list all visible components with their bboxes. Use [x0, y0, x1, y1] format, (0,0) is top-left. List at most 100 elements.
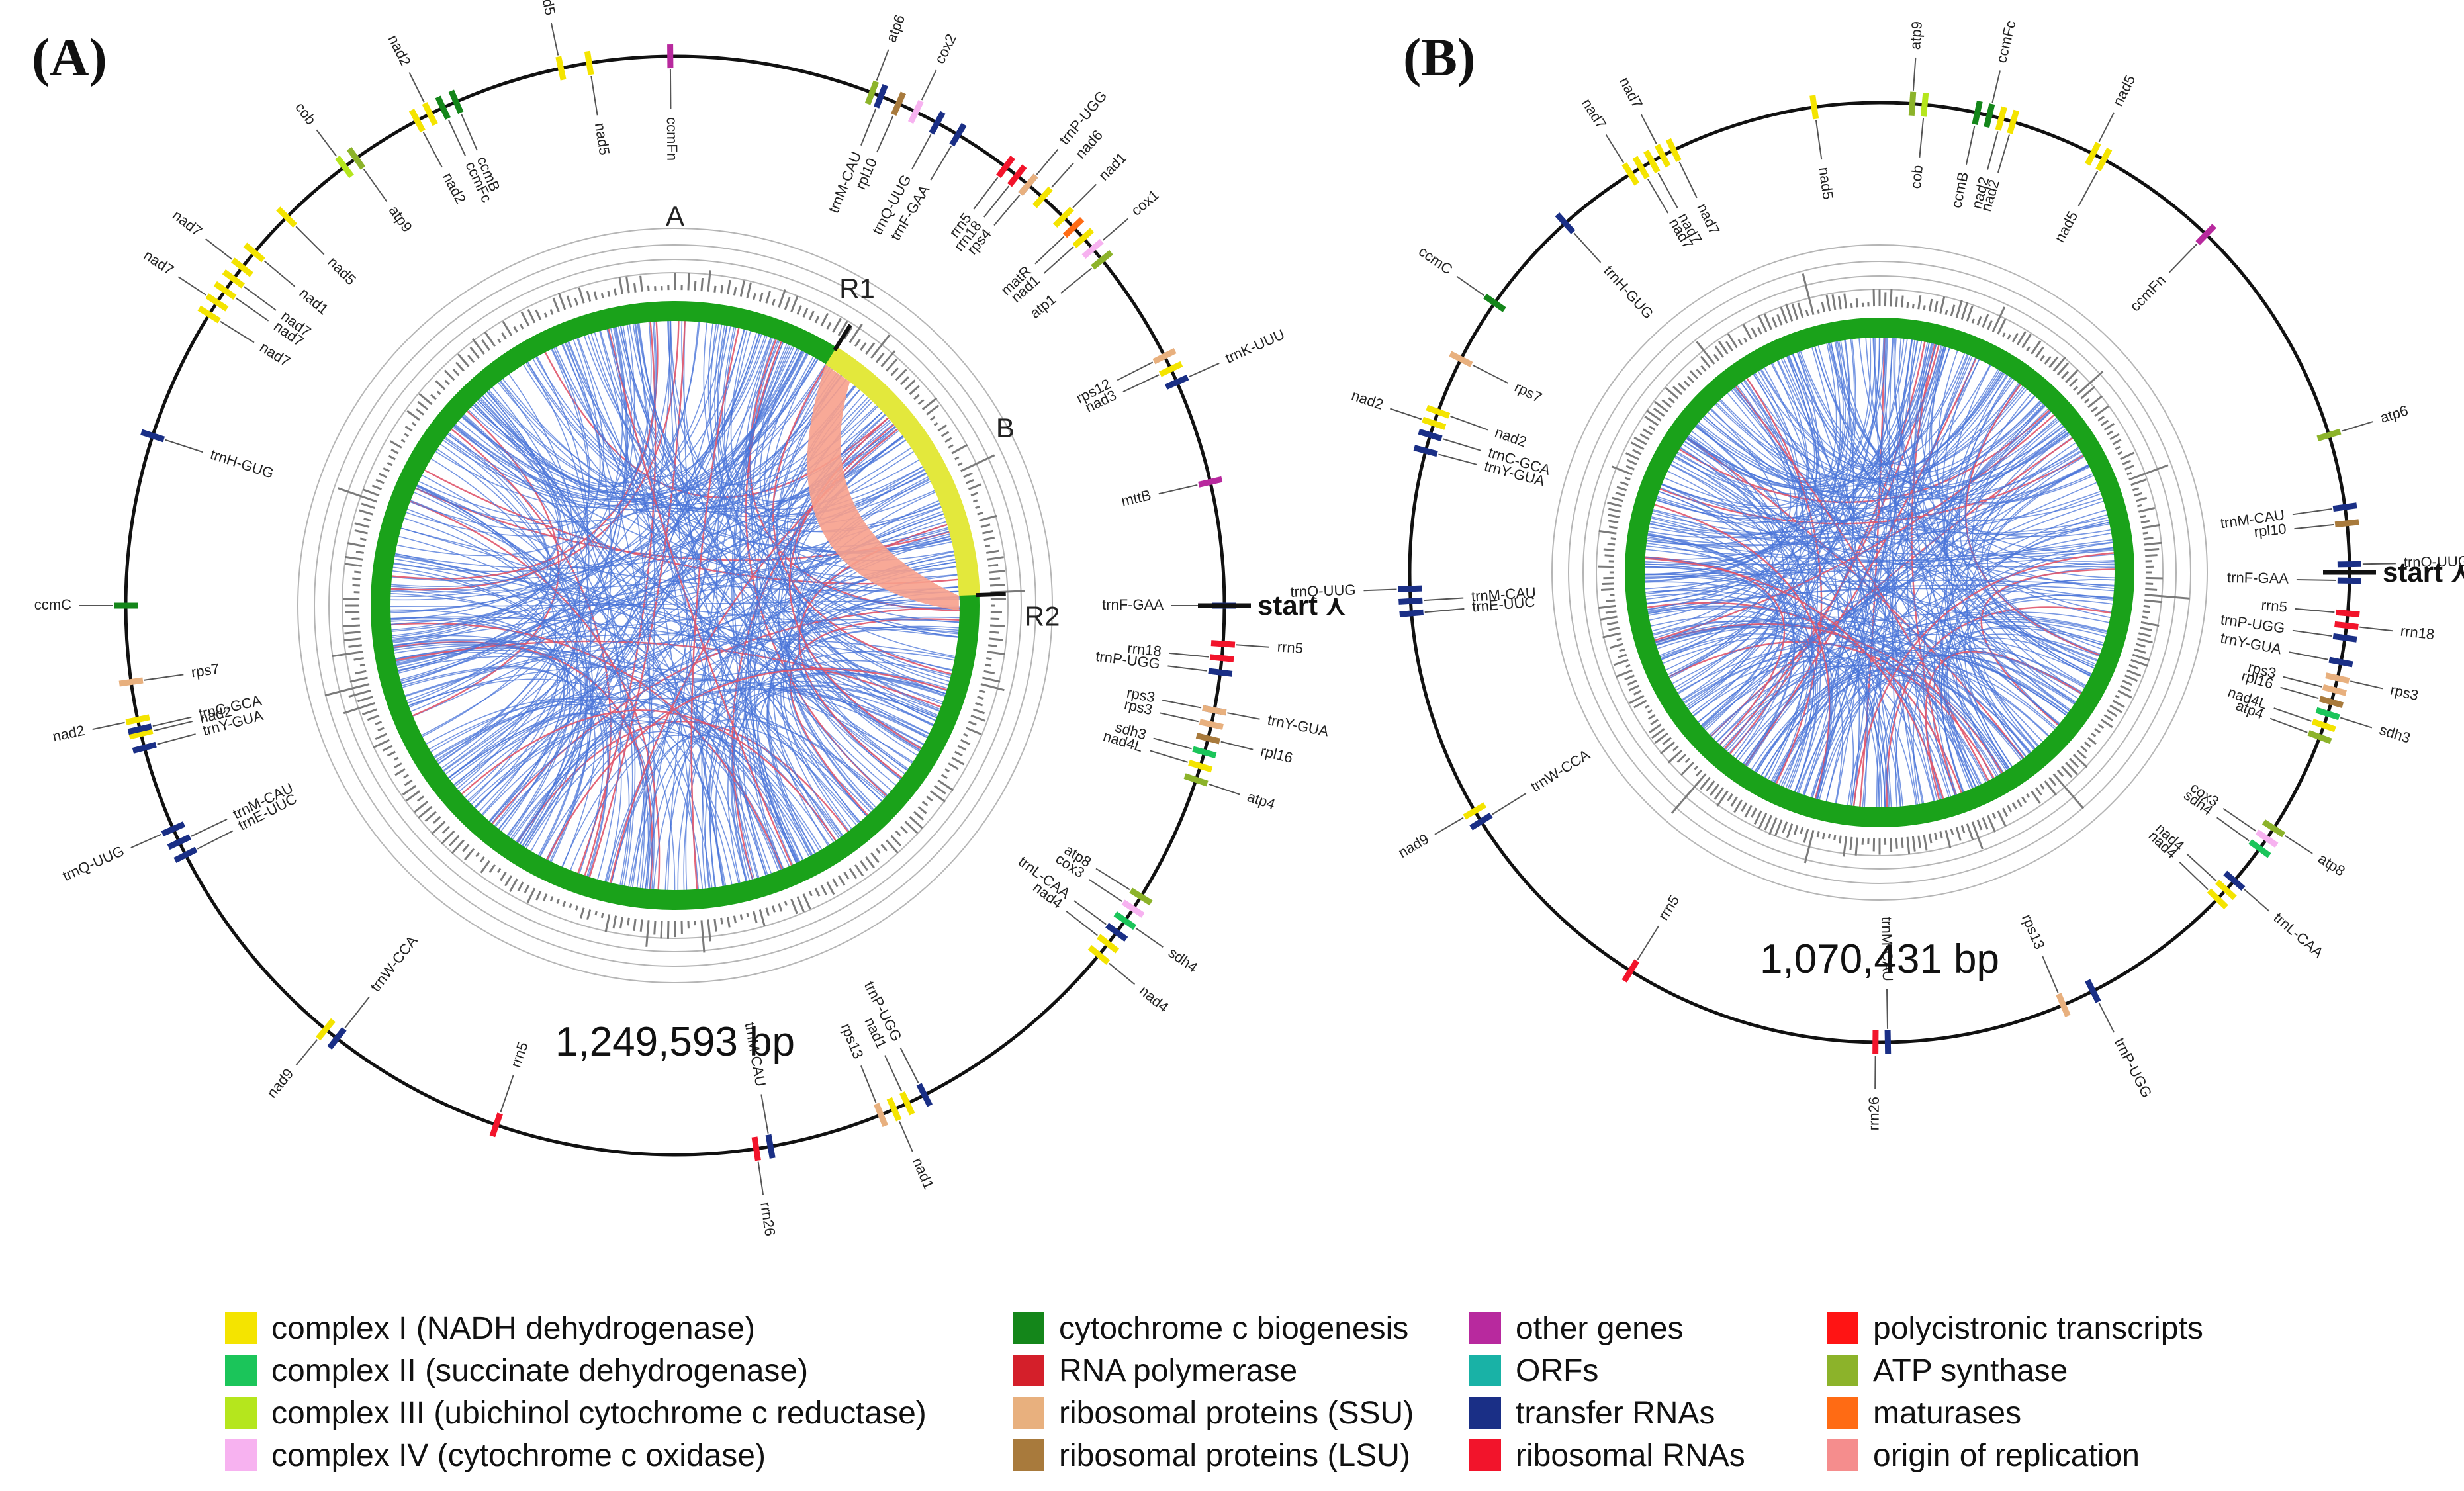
coverage-bar: [1696, 369, 1703, 376]
chord-link: [506, 688, 931, 836]
legend-swatch: [1469, 1355, 1501, 1386]
coverage-bar: [1895, 296, 1898, 307]
legend-swatch: [1013, 1439, 1044, 1471]
coverage-bar: [1757, 326, 1762, 335]
chord-link: [468, 361, 590, 803]
coverage-bar: [983, 536, 995, 541]
gene-leader: [197, 830, 234, 850]
coverage-bar: [1825, 294, 1831, 312]
coverage-ring: [1568, 261, 2191, 884]
coverage-bar: [1608, 508, 1621, 513]
coverage-bar: [2031, 790, 2041, 804]
legend-item: ribosomal RNAs: [1469, 1434, 1745, 1476]
coverage-bar: [347, 542, 365, 548]
coverage-bar: [2142, 523, 2160, 529]
coverage-bar: [2039, 355, 2045, 361]
coverage-bar: [687, 273, 690, 291]
coverage-bar: [963, 733, 968, 737]
coverage-bar: [1800, 827, 1804, 835]
coverage-bar: [418, 805, 433, 819]
gene-leader: [447, 119, 466, 156]
coverage-bar: [886, 839, 899, 854]
chord-link: [1646, 337, 1884, 545]
gene-tick: [864, 80, 880, 105]
coverage-bar: [2107, 430, 2113, 436]
chord-link: [561, 343, 840, 839]
gene-label: trnH-GUG: [1600, 262, 1657, 322]
coverage-bar: [2128, 464, 2169, 481]
coverage-bar: [375, 478, 385, 484]
gene-leader: [295, 226, 325, 255]
coverage-bar: [899, 825, 908, 834]
gene-leader: [316, 129, 338, 157]
coverage-bar: [700, 277, 704, 291]
coverage-bar: [479, 856, 485, 863]
region-label-b: B: [996, 412, 1015, 443]
coverage-bar: [1608, 514, 1620, 518]
coverage-bar: [647, 285, 650, 291]
gene-leader: [1363, 588, 1397, 592]
gene-leader: [1605, 134, 1625, 163]
gene-label: ccmFn: [664, 117, 681, 161]
coverage-bar: [1776, 314, 1783, 326]
coverage-bar: [2083, 398, 2090, 404]
coverage-bar: [2091, 406, 2099, 413]
coverage-bar: [343, 624, 361, 628]
gene-tick: [1202, 705, 1227, 716]
chord-link: [767, 367, 901, 780]
coverage-bar: [960, 739, 971, 746]
chord-link: [1665, 343, 1937, 671]
legend-swatch: [1469, 1312, 1501, 1344]
chord-link: [474, 402, 753, 881]
coverage-bar: [1676, 754, 1686, 763]
gene-leader: [2077, 171, 2099, 206]
coverage-bar: [2112, 439, 2122, 445]
coverage-bar: [1890, 838, 1893, 852]
coverage-bar: [579, 907, 585, 919]
chord-link-red: [390, 320, 680, 591]
gene-label: nad7: [141, 247, 177, 279]
coverage-bar: [1797, 302, 1804, 318]
coverage-bar: [1611, 465, 1633, 476]
coverage-bar: [1633, 690, 1642, 696]
chord-link: [1923, 392, 2032, 800]
chord-link: [447, 680, 929, 779]
gene-tick: [173, 846, 198, 863]
coverage-bar: [694, 281, 697, 291]
chord-link-red: [1659, 455, 2085, 525]
legend-item: complex IV (cytochrome c oxidase): [225, 1434, 927, 1476]
chord-link: [1865, 337, 2040, 746]
gene-leader: [876, 115, 894, 153]
chord-link: [1647, 605, 1999, 776]
coverage-bar: [627, 917, 630, 926]
gene-tick: [1426, 404, 1451, 419]
coverage-bar: [913, 811, 925, 821]
coverage-bar: [1976, 819, 1983, 831]
coverage-bar: [870, 334, 891, 359]
gene-leader: [205, 238, 232, 260]
legend-label: ATP synthase: [1873, 1353, 2068, 1388]
coverage-bar: [594, 911, 598, 916]
gene-tick: [1091, 249, 1113, 270]
coverage-bar: [2076, 749, 2087, 759]
chord-link: [1676, 644, 2031, 754]
coverage-bar: [387, 461, 393, 467]
coverage-bar: [2016, 799, 2023, 807]
gene-leader: [760, 1094, 769, 1134]
coverage-bar: [475, 852, 480, 858]
chord-link-red: [412, 410, 560, 717]
gene-leader: [1236, 644, 1269, 648]
gene-leader: [973, 177, 999, 210]
gene-tick: [751, 1136, 761, 1161]
coverage-bar: [746, 913, 749, 917]
coverage-bar: [880, 844, 888, 852]
coverage-bar: [937, 779, 954, 791]
chord-link: [1981, 442, 2093, 675]
coverage-bar: [1757, 314, 1768, 332]
gene-tick: [2337, 577, 2361, 584]
gene-tick: [2315, 707, 2340, 721]
chord-link: [577, 337, 835, 843]
coverage-bar: [1598, 604, 1616, 610]
coverage-bar: [1608, 525, 1618, 529]
coverage-bar: [1625, 465, 1635, 471]
